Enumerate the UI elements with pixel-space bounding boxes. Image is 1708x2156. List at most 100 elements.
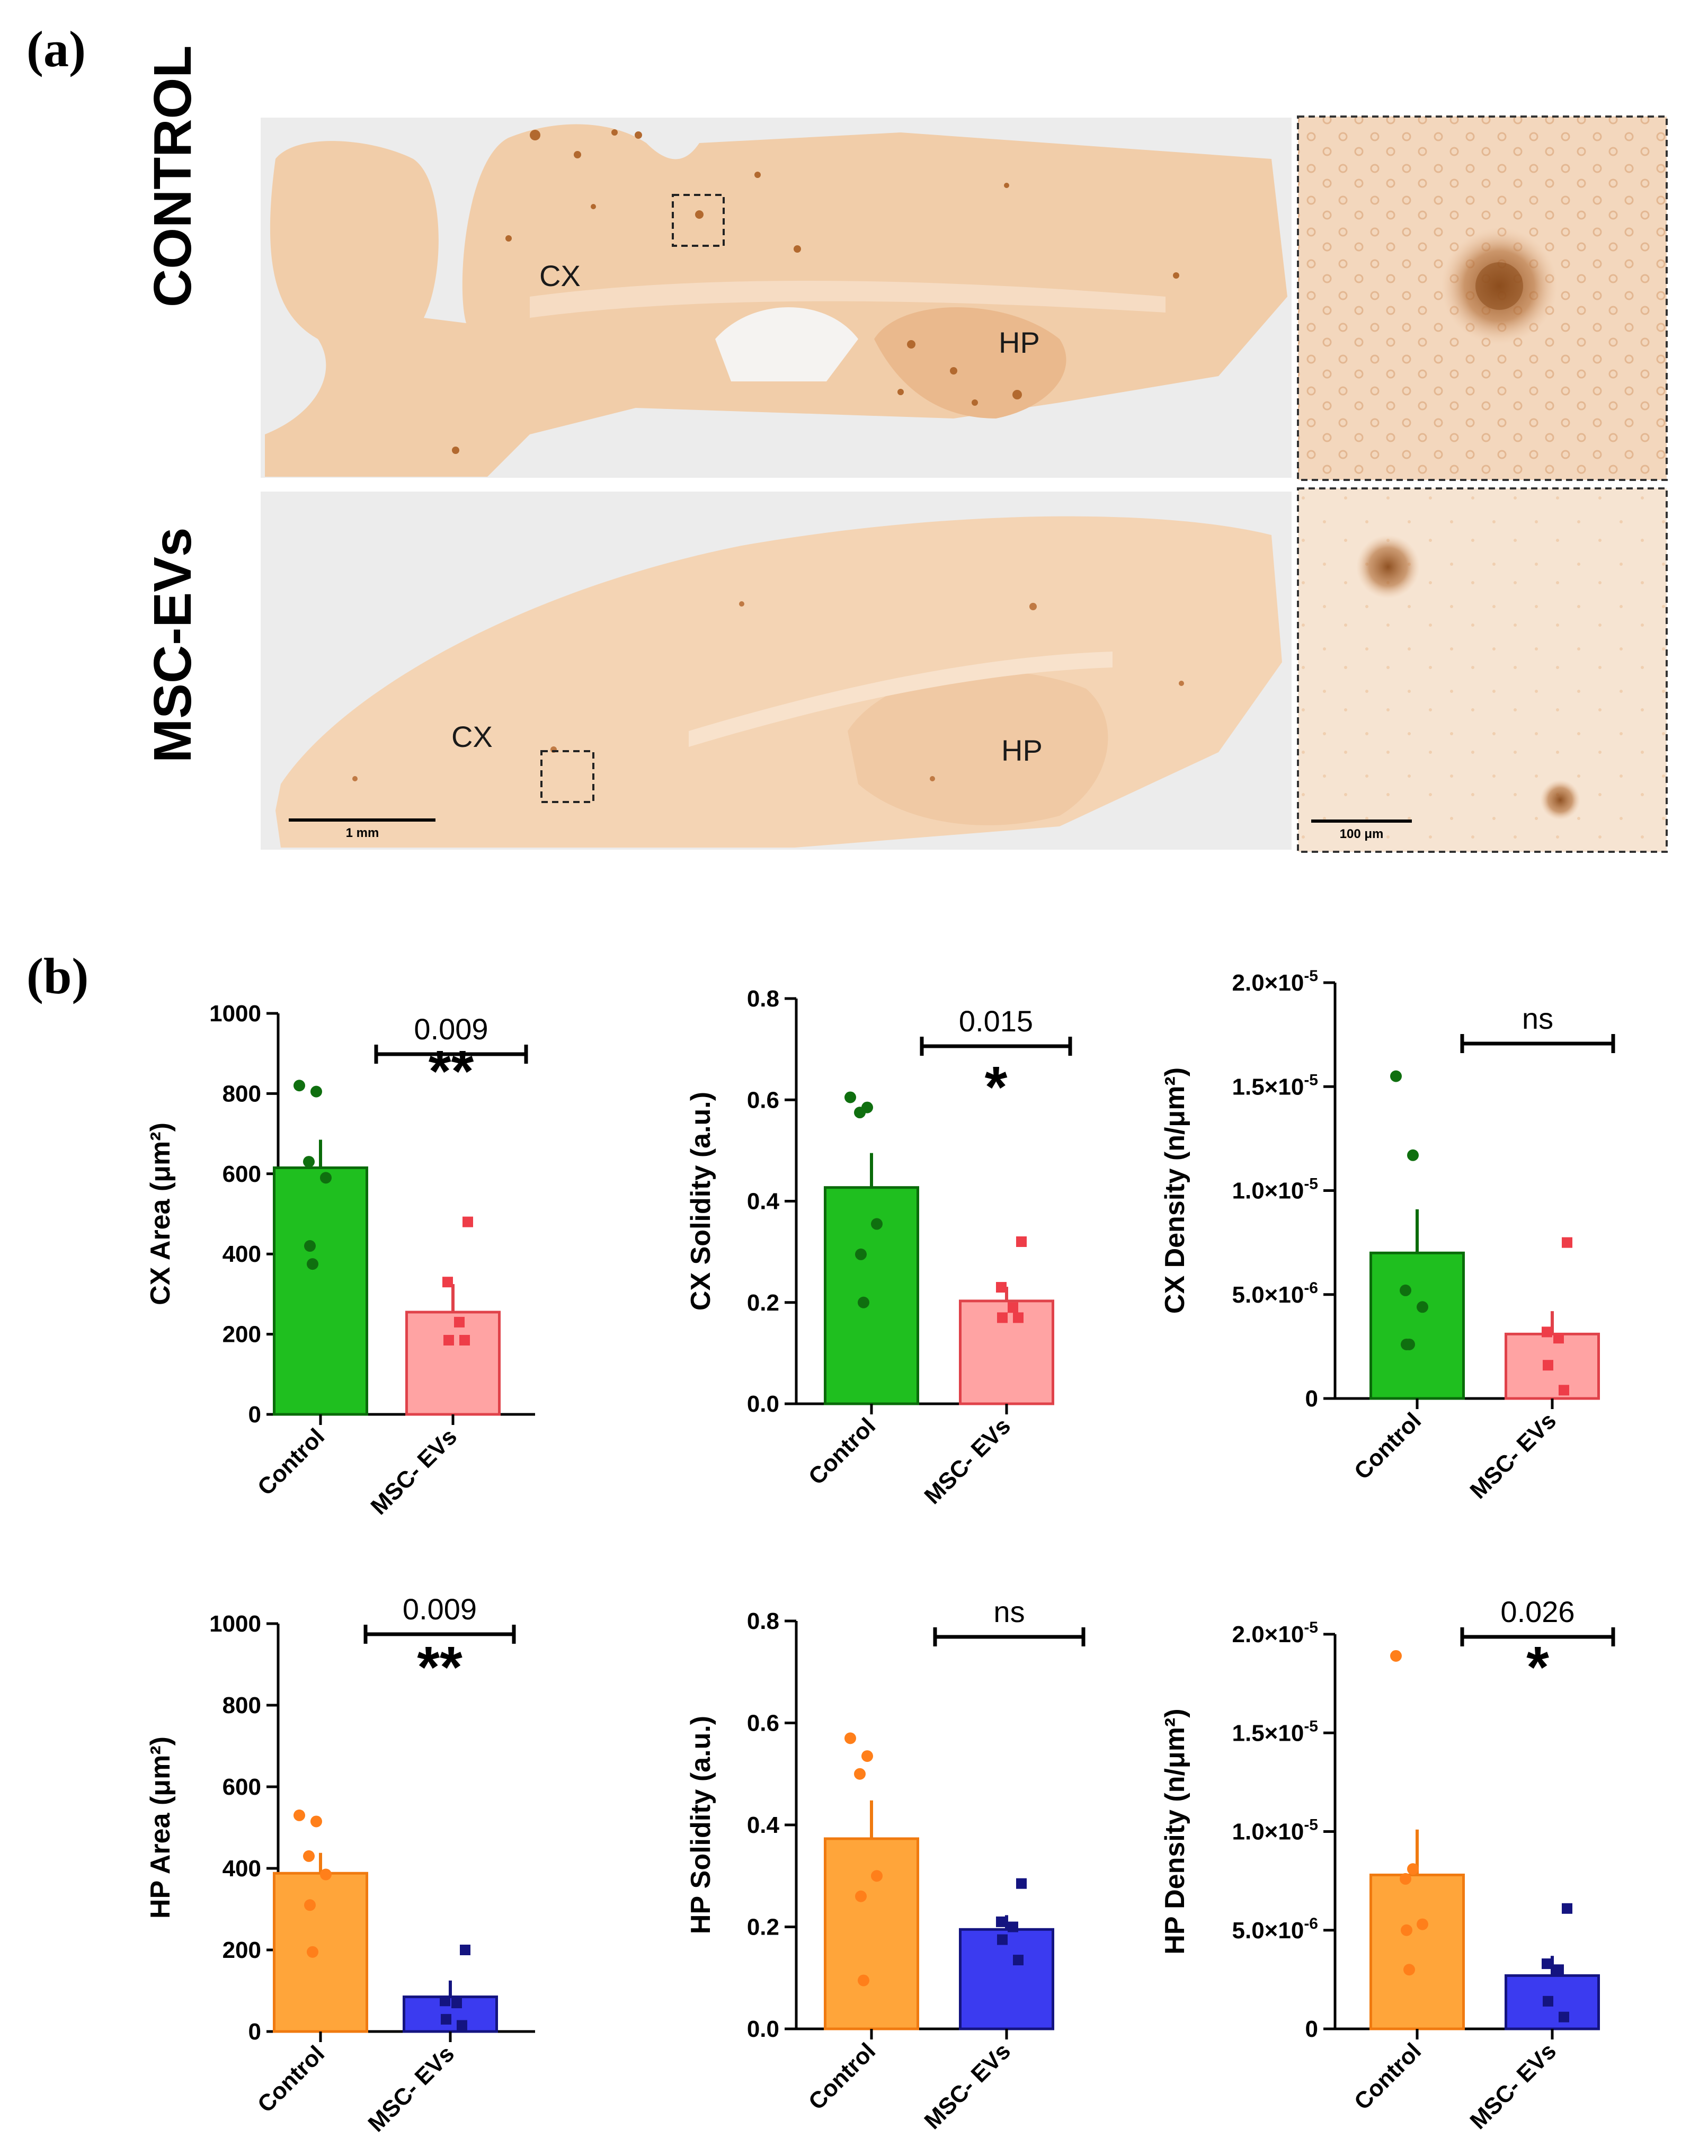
data-point: [854, 1768, 866, 1780]
x-tick-label: Control: [1349, 2038, 1426, 2115]
data-point: [1407, 1149, 1419, 1161]
significance-stars: **: [417, 1635, 462, 1700]
data-point: [460, 1945, 470, 1955]
data-point: [1543, 1360, 1553, 1371]
y-tick-label: 1.5×10-5: [1232, 1071, 1319, 1100]
data-point: [1401, 1924, 1412, 1936]
data-point: [1562, 1237, 1572, 1248]
data-point: [1013, 1312, 1024, 1323]
data-point: [310, 1815, 322, 1828]
y-tick-label: 0.4: [747, 1189, 780, 1215]
data-point: [1553, 1964, 1564, 1975]
data-point: [871, 1218, 883, 1230]
data-point: [1403, 1964, 1415, 1976]
data-point: [293, 1080, 305, 1092]
data-point: [997, 1934, 1008, 1945]
bar-control: [1369, 1873, 1465, 2030]
y-tick-label: 5.0×10-6: [1232, 1915, 1319, 1944]
data-point: [310, 1085, 322, 1098]
control-cx-label: CX: [539, 259, 581, 292]
data-point: [320, 1868, 332, 1881]
y-tick-label: 400: [223, 1241, 261, 1267]
data-point: [858, 1974, 869, 1986]
y-tick-label: 800: [223, 1081, 261, 1107]
data-point: [441, 2014, 451, 2025]
msc-evs-inset-image: 100 μm: [1297, 487, 1668, 853]
chart-cx-solidity: 0.0 0.2 0.4 0.6 0.8 CX Solidity (a.u.) Control…: [686, 986, 1072, 1509]
row-labels: CONTROL MSC-EVs: [143, 46, 202, 763]
bar-control: [273, 1872, 368, 2033]
control-hp-label: HP: [999, 326, 1040, 359]
msc-evs-hp-label: HP: [1001, 734, 1043, 767]
y-tick-label: 0: [248, 1402, 261, 1428]
data-point: [855, 1248, 867, 1260]
y-tick-label: 400: [223, 1856, 261, 1882]
data-point: [307, 1258, 318, 1270]
y-tick-label: 0: [1305, 2016, 1318, 2042]
data-point: [1403, 1338, 1415, 1350]
y-tick-label: 0.2: [747, 1914, 779, 1940]
data-point: [1417, 1918, 1428, 1930]
data-point: [1016, 1878, 1027, 1889]
y-tick-label: 200: [223, 1937, 261, 1963]
data-point: [1542, 1326, 1552, 1338]
x-tick-label: MSC- EVs: [1465, 2038, 1561, 2134]
control-section-image: CX HP: [261, 118, 1292, 478]
data-point: [1553, 1333, 1564, 1344]
msc-evs-section-image: CX HP 1 mm: [261, 492, 1292, 850]
y-tick-label: 5.0×10-6: [1232, 1279, 1319, 1308]
data-point: [440, 1995, 450, 2007]
y-tick-label: 800: [223, 1692, 261, 1718]
control-inset-image: [1297, 115, 1668, 481]
y-tick-label: 0.4: [747, 1812, 780, 1838]
bar-control: [824, 1837, 919, 2030]
data-point: [442, 1277, 453, 1288]
data-point: [462, 1216, 473, 1227]
data-point: [1559, 1385, 1569, 1396]
data-point: [858, 1296, 869, 1308]
data-point: [996, 1916, 1007, 1927]
data-point: [320, 1172, 332, 1184]
p-value-label: ns: [993, 1595, 1025, 1628]
chart-hp-density: 0 5.0×10-6 1.0×10-5 1.5×10-5 2.0×10-5 HP Dens…: [1160, 1595, 1615, 2134]
scale-bar-main-label: 1 mm: [346, 826, 379, 840]
bar-control: [273, 1166, 368, 1416]
x-tick-label: MSC- EVs: [919, 1413, 1016, 1509]
panel-a-label: (a): [26, 21, 86, 77]
x-tick-label: Control: [253, 2041, 330, 2117]
y-tick-label: 0: [248, 2019, 261, 2045]
p-value-label: 0.009: [403, 1592, 477, 1626]
y-axis-title: CX Solidity (a.u.): [686, 1092, 716, 1311]
y-tick-label: 1.0×10-5: [1232, 1816, 1319, 1845]
x-tick-label: MSC- EVs: [363, 2041, 459, 2137]
data-point: [871, 1870, 883, 1882]
data-point: [1543, 1995, 1553, 2007]
y-tick-label: 0.6: [747, 1710, 779, 1736]
y-tick-label: 1.0×10-5: [1232, 1175, 1319, 1204]
y-axis-title: HP Area (μm²): [145, 1736, 176, 1919]
bar-control: [1369, 1251, 1465, 1400]
data-point: [844, 1732, 856, 1744]
data-point: [1417, 1301, 1428, 1313]
data-point: [457, 2020, 467, 2031]
row-label-msc-evs: MSC-EVs: [143, 527, 202, 763]
y-tick-label: 1000: [209, 1001, 261, 1027]
significance-stars: **: [429, 1039, 474, 1104]
data-point: [1407, 1863, 1419, 1875]
data-point: [293, 1809, 305, 1821]
y-tick-label: 0: [1305, 1386, 1318, 1412]
p-value-label: ns: [1522, 1002, 1553, 1035]
x-tick-label: Control: [253, 1423, 330, 1500]
data-point: [854, 1107, 866, 1119]
msc-evs-cx-label: CX: [451, 720, 493, 753]
data-point: [855, 1890, 867, 1902]
data-point: [844, 1091, 856, 1103]
y-tick-label: 0.8: [747, 1608, 779, 1634]
data-point: [304, 1899, 316, 1911]
x-tick-label: Control: [804, 2038, 880, 2115]
y-tick-label: 600: [223, 1774, 261, 1800]
data-point: [1559, 2011, 1569, 2023]
y-tick-label: 0.0: [747, 2016, 779, 2042]
y-tick-label: 1.5×10-5: [1232, 1717, 1319, 1746]
